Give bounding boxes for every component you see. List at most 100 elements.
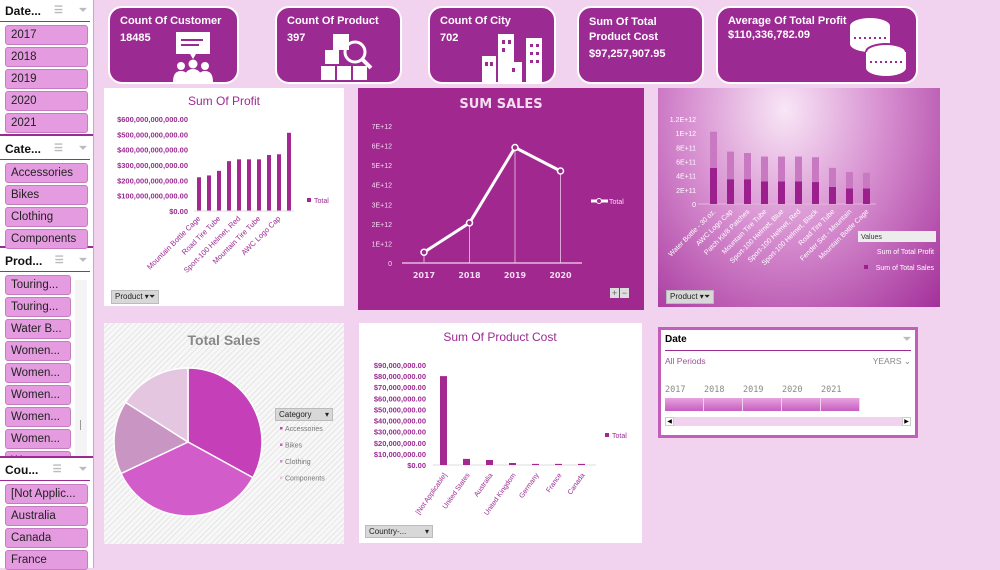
multi-select-icon[interactable]: ☰ <box>54 255 64 266</box>
timeline-period-bar[interactable] <box>665 398 704 411</box>
slicer-item[interactable]: Australia <box>5 506 88 526</box>
clear-filter-icon[interactable]: ⏷ <box>78 5 87 16</box>
bar <box>267 155 271 211</box>
scroll-left-button[interactable]: ◀ <box>665 417 674 426</box>
product-search-boxes-icon <box>321 34 373 80</box>
slicer-item[interactable]: Components <box>5 229 88 249</box>
clear-filter-icon[interactable]: ⏷ <box>79 255 87 266</box>
y-tick-label: 6E+11 <box>676 160 696 167</box>
product-filter-button[interactable]: Product ▾⏷ <box>111 290 160 304</box>
slicer-item[interactable]: 2019 <box>5 69 88 89</box>
multi-select-icon[interactable]: ☰ <box>54 5 63 16</box>
slicer-item[interactable]: 2018 <box>5 47 88 67</box>
y-tick-label: 0 <box>692 202 696 209</box>
timeline-period: All Periods <box>665 356 706 366</box>
x-tick-label: Australia <box>473 472 494 498</box>
slicer-item[interactable]: Women... <box>5 407 71 427</box>
slicer-item[interactable]: [Not Applic... <box>5 484 88 504</box>
country-slicer: Cou... ☰ ⏷ [Not Applic... Australia Canada Fr… <box>0 459 93 570</box>
y-tick-label: 4E+11 <box>676 174 696 181</box>
timeline-period-bar[interactable] <box>743 398 782 411</box>
x-tick-label: [Not Applicable] <box>415 472 449 516</box>
clear-filter-icon[interactable]: ⏷ <box>78 464 87 475</box>
x-tick-label: Canada <box>567 472 587 496</box>
kpi-value: 18485 <box>120 32 151 44</box>
filter-label: Product <box>115 292 143 301</box>
legend-marker <box>596 198 602 204</box>
timeline-year-label: 2018 <box>704 385 725 395</box>
button-label: − <box>622 288 627 298</box>
bar-sales <box>795 181 802 204</box>
timeline-year-label: 2020 <box>782 385 803 395</box>
slicer-item[interactable]: Women... <box>5 429 71 449</box>
multi-select-icon[interactable]: ☰ <box>52 464 62 475</box>
kpi-label: Count Of City <box>440 15 511 27</box>
clear-filter-icon[interactable]: ⏷ <box>903 334 911 345</box>
data-point <box>465 219 474 227</box>
timeline-period-bar[interactable] <box>704 398 743 411</box>
bar <box>555 463 562 465</box>
slicer-item[interactable]: Bikes <box>5 185 88 205</box>
clear-filter-icon[interactable]: ⏷ <box>78 143 87 154</box>
y-tick-label: $90,000,000.00 <box>374 361 426 370</box>
slicer-title: Date... <box>5 3 42 18</box>
kpi-card-average-profit: Average Of Total Profit $110,336,782.09 <box>716 6 918 84</box>
collapse-button[interactable] <box>620 288 629 298</box>
timeline-period-bar[interactable] <box>782 398 821 411</box>
timeline-scrollbar[interactable]: ◀ ▶ <box>665 417 911 426</box>
slicer-item[interactable]: Touring... <box>5 297 71 317</box>
filter-label: Category <box>279 410 312 419</box>
country-filter-button[interactable]: Country-... ▾ <box>365 525 433 538</box>
timeline-period-bar[interactable] <box>821 398 860 411</box>
profit-chart: Sum Of Profit $0.00 $100,000,000,000.00 $20… <box>104 88 344 306</box>
y-tick-label: $10,000,000.00 <box>374 450 426 459</box>
y-tick-label: $20,000,000.00 <box>374 439 426 448</box>
data-point <box>420 248 428 256</box>
scroll-right-button[interactable]: ▶ <box>902 417 911 426</box>
y-tick-label: 4E+12 <box>372 183 393 190</box>
slicer-scrollbar[interactable] <box>75 280 87 456</box>
slicer-item[interactable]: Clothing <box>5 207 88 227</box>
legend-label: Sum of Total Profit <box>877 249 934 256</box>
slicer-item[interactable]: Accessories <box>5 163 88 183</box>
bar <box>277 154 281 211</box>
bar <box>532 463 539 465</box>
bar <box>197 177 201 211</box>
timeline-year-label: 2017 <box>665 385 686 395</box>
slicer-item[interactable]: Touring... <box>5 275 71 295</box>
bar-profit <box>727 151 734 180</box>
slicer-item[interactable]: 2021 <box>5 113 88 133</box>
slicer-item[interactable]: 2020 <box>5 91 88 111</box>
bar <box>227 161 231 211</box>
multi-select-icon[interactable]: ☰ <box>54 143 63 154</box>
slicer-item[interactable]: Women... <box>5 385 71 405</box>
category-filter-button[interactable]: Category ▾ <box>275 408 333 421</box>
product-slicer: Prod... ☰ ⏷ Touring... Touring... Water B...… <box>0 250 93 458</box>
slicer-item[interactable]: France <box>5 550 88 570</box>
bar-profit <box>812 157 819 183</box>
kpi-card-cities: Count Of City 702 <box>428 6 556 84</box>
y-tick-label: $60,000,000.00 <box>374 394 426 403</box>
slicer-item[interactable]: Water B... <box>5 319 71 339</box>
bar <box>287 132 291 211</box>
data-point <box>556 167 565 175</box>
bar-sales <box>727 179 734 204</box>
slicer-item[interactable]: Women... <box>5 451 71 456</box>
slicer-sidebar: Date... ☰ ⏷ 2017 2018 2019 2020 2021 Cate... ☰ ⏷… <box>0 0 94 570</box>
slicer-item[interactable]: 2017 <box>5 25 88 45</box>
slicer-item[interactable]: Canada <box>5 528 88 548</box>
timeline-level-dropdown[interactable]: YEARS ⌄ <box>872 356 911 366</box>
kpi-label: Average Of Total Profit <box>728 15 847 27</box>
bar <box>217 170 221 211</box>
legend-swatch <box>280 476 283 479</box>
bar-profit <box>761 156 768 182</box>
pie-slice <box>120 441 254 517</box>
expand-button[interactable] <box>610 288 619 298</box>
bar-profit <box>710 131 717 168</box>
bar-sales <box>829 187 836 204</box>
slicer-item[interactable]: Women... <box>5 363 71 383</box>
slicer-title: Prod... <box>5 253 43 268</box>
product-filter-button[interactable]: Product ▾⏷ <box>666 290 715 304</box>
y-tick-label: $600,000,000,000.00 <box>117 115 188 124</box>
slicer-item[interactable]: Women... <box>5 341 71 361</box>
